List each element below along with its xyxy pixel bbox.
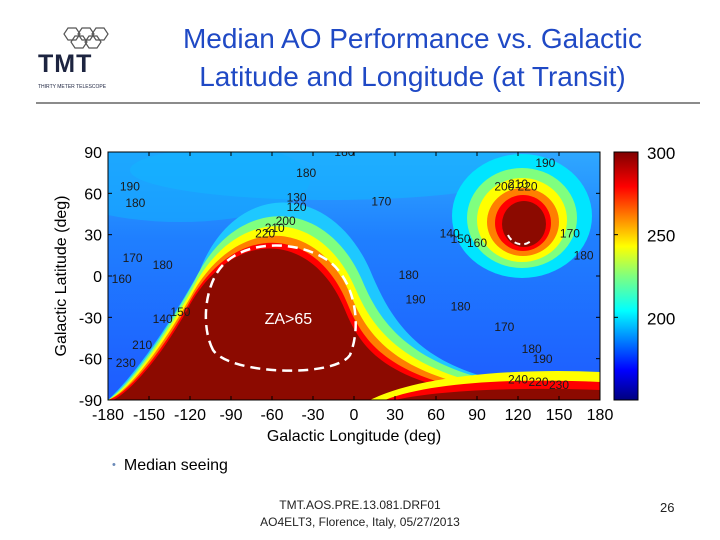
x-tick-label: -150 <box>133 407 165 424</box>
contour-label: 160 <box>467 236 487 250</box>
y-tick-label: 90 <box>84 145 102 162</box>
page-title: Median AO Performance vs. Galactic Latit… <box>135 20 690 96</box>
x-tick-label: 90 <box>468 407 486 424</box>
y-tick-label: -60 <box>79 352 102 369</box>
y-tick-label: 0 <box>93 269 102 286</box>
contour-label: 150 <box>451 232 471 246</box>
x-tick-label: 0 <box>350 407 359 424</box>
contour-label: 210 <box>265 221 285 235</box>
x-tick-label: 60 <box>427 407 445 424</box>
colorbar-tick-label: 300 <box>647 144 675 163</box>
bullet-text: Median seeing <box>123 457 228 474</box>
colorbar-tick-label: 200 <box>647 309 675 328</box>
x-tick-label: -90 <box>219 407 242 424</box>
contour-label: 220 <box>518 180 538 194</box>
contour-label: 150 <box>170 305 190 319</box>
contour-label: 180 <box>153 258 173 272</box>
contour-label: 190 <box>533 352 553 366</box>
contour-label: 170 <box>560 226 580 240</box>
contour-label: 240 <box>508 372 528 386</box>
contour-label: 200 <box>494 180 514 194</box>
footer-line-2: AO4ELT3, Florence, Italy, 05/27/2013 <box>260 515 460 529</box>
footer-line-1: TMT.AOS.PRE.13.081.DRF01 <box>279 498 441 512</box>
contour-label: 130 <box>287 191 307 205</box>
y-axis-ticks: 90 60 30 0 -30 -60 -90 <box>79 145 600 410</box>
contour-label: 180 <box>296 166 316 180</box>
contour-label: 140 <box>153 312 173 326</box>
contour-label: 180 <box>399 268 419 282</box>
x-axis-ticks: -180 -150 -120 -90 -60 -30 0 30 60 90 120 150 180 <box>92 152 613 424</box>
contour-label: 190 <box>120 180 140 194</box>
contour-band <box>395 388 600 400</box>
y-axis-label: Galactic Latitude (deg) <box>53 196 70 357</box>
contour-label: 140 <box>440 226 460 240</box>
contour-label: 170 <box>371 195 391 209</box>
chart-annotations: ZA>65 <box>265 311 313 328</box>
contour-label: 160 <box>112 272 132 286</box>
contour-label: 170 <box>494 320 514 334</box>
x-tick-label: 30 <box>386 407 404 424</box>
contour-label: 210 <box>508 177 528 191</box>
header-divider <box>36 102 700 104</box>
contour-label: 180 <box>451 299 471 313</box>
x-tick-label: 120 <box>505 407 532 424</box>
y-tick-label: -90 <box>79 393 102 410</box>
footer: TMT.AOS.PRE.13.081.DRF01 AO4ELT3, Floren… <box>230 497 490 531</box>
contour-label: 200 <box>276 214 296 228</box>
logo-text: TMT <box>38 50 93 78</box>
bullet-item: • Median seeing <box>112 457 228 475</box>
page-number: 26 <box>660 500 675 515</box>
contour-label: 180 <box>125 196 145 210</box>
logo-subtext: THIRTY METER TELESCOPE <box>38 84 107 90</box>
y-tick-label: -30 <box>79 310 102 327</box>
contour-label: 170 <box>123 251 143 265</box>
x-tick-label: -60 <box>260 407 283 424</box>
contour-label: 210 <box>132 338 152 352</box>
y-tick-label: 60 <box>84 186 102 203</box>
x-tick-label: -180 <box>92 407 124 424</box>
colorbar-ticks: 300 250 200 <box>614 144 675 328</box>
contour-label: 190 <box>405 293 425 307</box>
title-line-2: Latitude and Longitude (at Transit) <box>199 61 626 92</box>
y-tick-label: 30 <box>84 228 102 245</box>
contour-band <box>113 248 517 400</box>
contour-label: 180 <box>522 342 542 356</box>
contour-label: 230 <box>116 356 136 370</box>
colorbar-tick-label: 250 <box>647 227 675 246</box>
title-line-1: Median AO Performance vs. Galactic <box>182 23 643 54</box>
contour-band <box>130 152 530 200</box>
hexagon-mirror-icon <box>63 27 109 49</box>
za-boundary-dashed <box>204 244 357 372</box>
bullet-icon: • <box>112 459 116 471</box>
x-tick-label: 180 <box>587 407 614 424</box>
contour-band <box>502 201 546 247</box>
x-tick-label: -120 <box>174 407 206 424</box>
contour-label: 120 <box>287 200 307 214</box>
contour-label: 220 <box>255 226 275 240</box>
contour-label: 180 <box>334 145 354 159</box>
x-tick-label: -30 <box>301 407 324 424</box>
x-axis-label: Galactic Longitude (deg) <box>267 428 441 445</box>
za-boundary-dashed <box>507 234 533 246</box>
contour-label: 220 <box>528 375 548 389</box>
colorbar <box>613 151 639 401</box>
x-tick-label: 150 <box>546 407 573 424</box>
annotation-label: ZA>65 <box>265 311 313 328</box>
contour-label: 180 <box>574 248 594 262</box>
tmt-logo: TMT THIRTY METER TELESCOPE <box>36 22 132 92</box>
contour-label: 230 <box>549 378 569 392</box>
contour-label: 190 <box>535 156 555 170</box>
